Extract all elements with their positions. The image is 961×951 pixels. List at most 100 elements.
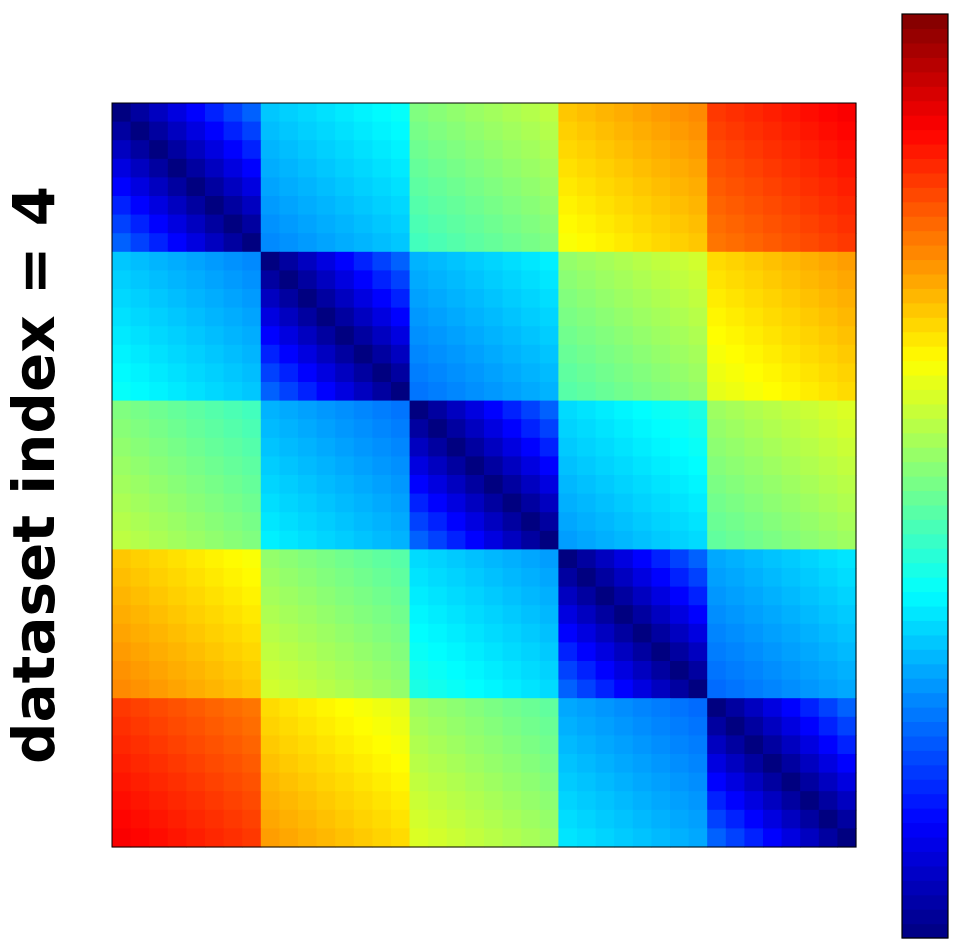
heatmap-cell bbox=[130, 586, 150, 606]
heatmap-cell bbox=[725, 177, 745, 197]
heatmap-cell bbox=[558, 437, 578, 457]
heatmap-cell bbox=[149, 568, 169, 588]
heatmap-cell bbox=[800, 158, 820, 178]
heatmap-cell bbox=[298, 549, 318, 569]
heatmap-cell bbox=[372, 716, 392, 736]
heatmap-cell bbox=[130, 400, 150, 420]
heatmap-cell bbox=[446, 679, 466, 699]
heatmap-cell bbox=[130, 103, 150, 123]
heatmap-cell bbox=[205, 791, 225, 811]
heatmap-cell bbox=[781, 456, 801, 476]
heatmap-cell bbox=[800, 456, 820, 476]
heatmap-cell bbox=[484, 809, 504, 829]
heatmap-cell bbox=[465, 661, 485, 681]
heatmap-cell bbox=[372, 679, 392, 699]
heatmap-cell bbox=[335, 698, 355, 718]
heatmap-cell bbox=[800, 586, 820, 606]
heatmap-cell bbox=[818, 475, 838, 495]
heatmap-cell bbox=[800, 623, 820, 643]
heatmap-cell bbox=[316, 233, 336, 253]
heatmap-cell bbox=[595, 698, 615, 718]
heatmap-cell bbox=[279, 140, 299, 160]
heatmap-cell bbox=[205, 400, 225, 420]
heatmap-cell bbox=[558, 512, 578, 532]
heatmap-cell bbox=[391, 735, 411, 755]
heatmap-cell bbox=[558, 158, 578, 178]
heatmap-cell bbox=[651, 196, 671, 216]
heatmap-cell bbox=[651, 530, 671, 550]
heatmap-cell bbox=[149, 177, 169, 197]
heatmap-cell bbox=[837, 382, 857, 402]
heatmap-cell bbox=[446, 121, 466, 141]
heatmap-cell bbox=[223, 698, 243, 718]
heatmap-cell bbox=[632, 158, 652, 178]
heatmap-cell bbox=[298, 661, 318, 681]
heatmap-cell bbox=[167, 289, 187, 309]
heatmap-cell bbox=[484, 270, 504, 290]
heatmap-cell bbox=[223, 828, 243, 848]
heatmap-cell bbox=[800, 437, 820, 457]
heatmap-cell bbox=[298, 735, 318, 755]
heatmap-cell bbox=[353, 754, 373, 774]
heatmap-cell bbox=[800, 735, 820, 755]
heatmap-cell bbox=[428, 772, 448, 792]
heatmap-cell bbox=[260, 791, 280, 811]
heatmap-cell bbox=[223, 679, 243, 699]
heatmap-cell bbox=[744, 270, 764, 290]
heatmap-cell bbox=[205, 716, 225, 736]
heatmap-cell bbox=[558, 196, 578, 216]
heatmap-cell bbox=[595, 140, 615, 160]
heatmap-cell bbox=[149, 233, 169, 253]
heatmap-cell bbox=[595, 475, 615, 495]
heatmap-cell bbox=[465, 828, 485, 848]
heatmap-cell bbox=[707, 177, 727, 197]
heatmap-cell bbox=[242, 382, 262, 402]
heatmap-cell bbox=[539, 623, 559, 643]
colorbar-segment bbox=[902, 129, 948, 145]
heatmap-cell bbox=[242, 642, 262, 662]
heatmap-cell bbox=[651, 158, 671, 178]
heatmap-cell bbox=[744, 530, 764, 550]
heatmap-cell bbox=[149, 363, 169, 383]
heatmap-cell bbox=[298, 382, 318, 402]
heatmap-cell bbox=[242, 679, 262, 699]
heatmap-cell bbox=[577, 437, 597, 457]
heatmap-cell bbox=[372, 103, 392, 123]
heatmap-cell bbox=[409, 344, 429, 364]
heatmap-cell bbox=[186, 307, 206, 327]
heatmap-cell bbox=[465, 382, 485, 402]
heatmap-cell bbox=[837, 735, 857, 755]
heatmap-cell bbox=[632, 344, 652, 364]
heatmap-cell bbox=[223, 382, 243, 402]
colorbar-segment bbox=[902, 57, 948, 73]
heatmap-cell bbox=[167, 605, 187, 625]
heatmap-cell bbox=[763, 586, 783, 606]
heatmap-cell bbox=[595, 772, 615, 792]
heatmap-cell bbox=[595, 530, 615, 550]
heatmap-cell bbox=[614, 177, 634, 197]
heatmap-cell bbox=[763, 716, 783, 736]
heatmap-cell bbox=[205, 698, 225, 718]
heatmap-cell bbox=[446, 363, 466, 383]
colorbar-segment bbox=[902, 461, 948, 477]
heatmap-cell bbox=[316, 716, 336, 736]
heatmap-cell bbox=[577, 121, 597, 141]
heatmap-cell bbox=[818, 568, 838, 588]
heatmap-cell bbox=[614, 456, 634, 476]
heatmap-cell bbox=[837, 437, 857, 457]
heatmap-cell bbox=[837, 530, 857, 550]
heatmap-cell bbox=[112, 716, 132, 736]
heatmap-cell bbox=[130, 270, 150, 290]
heatmap-cell bbox=[465, 512, 485, 532]
heatmap-cell bbox=[502, 661, 522, 681]
heatmap-cell bbox=[186, 214, 206, 234]
heatmap-cell bbox=[335, 679, 355, 699]
colorbar-segment bbox=[902, 42, 948, 58]
heatmap-cell bbox=[372, 214, 392, 234]
heatmap-cell bbox=[763, 828, 783, 848]
heatmap-cell bbox=[391, 121, 411, 141]
colorbar-segment bbox=[902, 346, 948, 362]
heatmap-cell bbox=[409, 400, 429, 420]
heatmap-cell bbox=[186, 344, 206, 364]
heatmap-cell bbox=[279, 400, 299, 420]
